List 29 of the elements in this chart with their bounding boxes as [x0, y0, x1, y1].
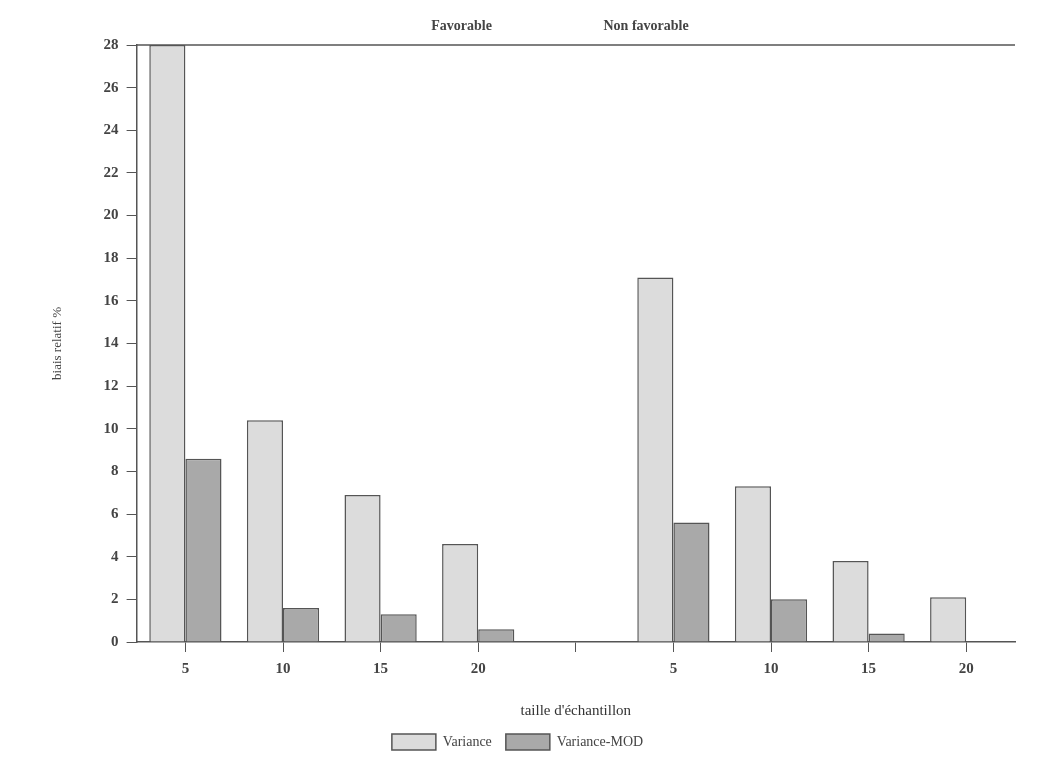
x-tick-label: 5: [669, 659, 678, 676]
y-tick-label: 6: [111, 504, 120, 521]
y-tick-label: 12: [103, 377, 119, 394]
y-tick-label: 4: [111, 547, 120, 564]
x-axis-title: taille d'échantillon: [520, 701, 632, 718]
y-tick-label: 2: [111, 590, 119, 607]
x-tick-label: 15: [373, 659, 389, 676]
x-tick-label: 10: [275, 659, 291, 676]
y-tick-label: 20: [103, 206, 119, 223]
y-tick-label: 24: [103, 121, 120, 138]
x-tick-label: 10: [763, 659, 779, 676]
text: Favorable: [431, 17, 492, 33]
legend-label: Variance-MOD: [556, 733, 644, 749]
text: Non favorable: [603, 17, 689, 33]
y-tick-label: 0: [111, 632, 119, 649]
y-axis-title: biais relatif %: [49, 306, 65, 380]
y-tick-label: 16: [103, 291, 120, 308]
x-tick-label: 20: [958, 659, 974, 676]
x-tick-label: 5: [181, 659, 190, 676]
y-tick-label: 28: [103, 35, 119, 52]
y-tick-label: 22: [103, 163, 119, 180]
y-tick-label: 10: [103, 419, 119, 436]
legend-label: Variance: [442, 733, 492, 749]
y-tick-label: 14: [103, 334, 120, 351]
y-tick-label: 8: [111, 462, 119, 479]
y-tick-label: 18: [103, 249, 119, 266]
x-tick-label: 20: [470, 659, 486, 676]
y-tick-label: 26: [103, 78, 120, 95]
x-tick-label: 15: [861, 659, 877, 676]
